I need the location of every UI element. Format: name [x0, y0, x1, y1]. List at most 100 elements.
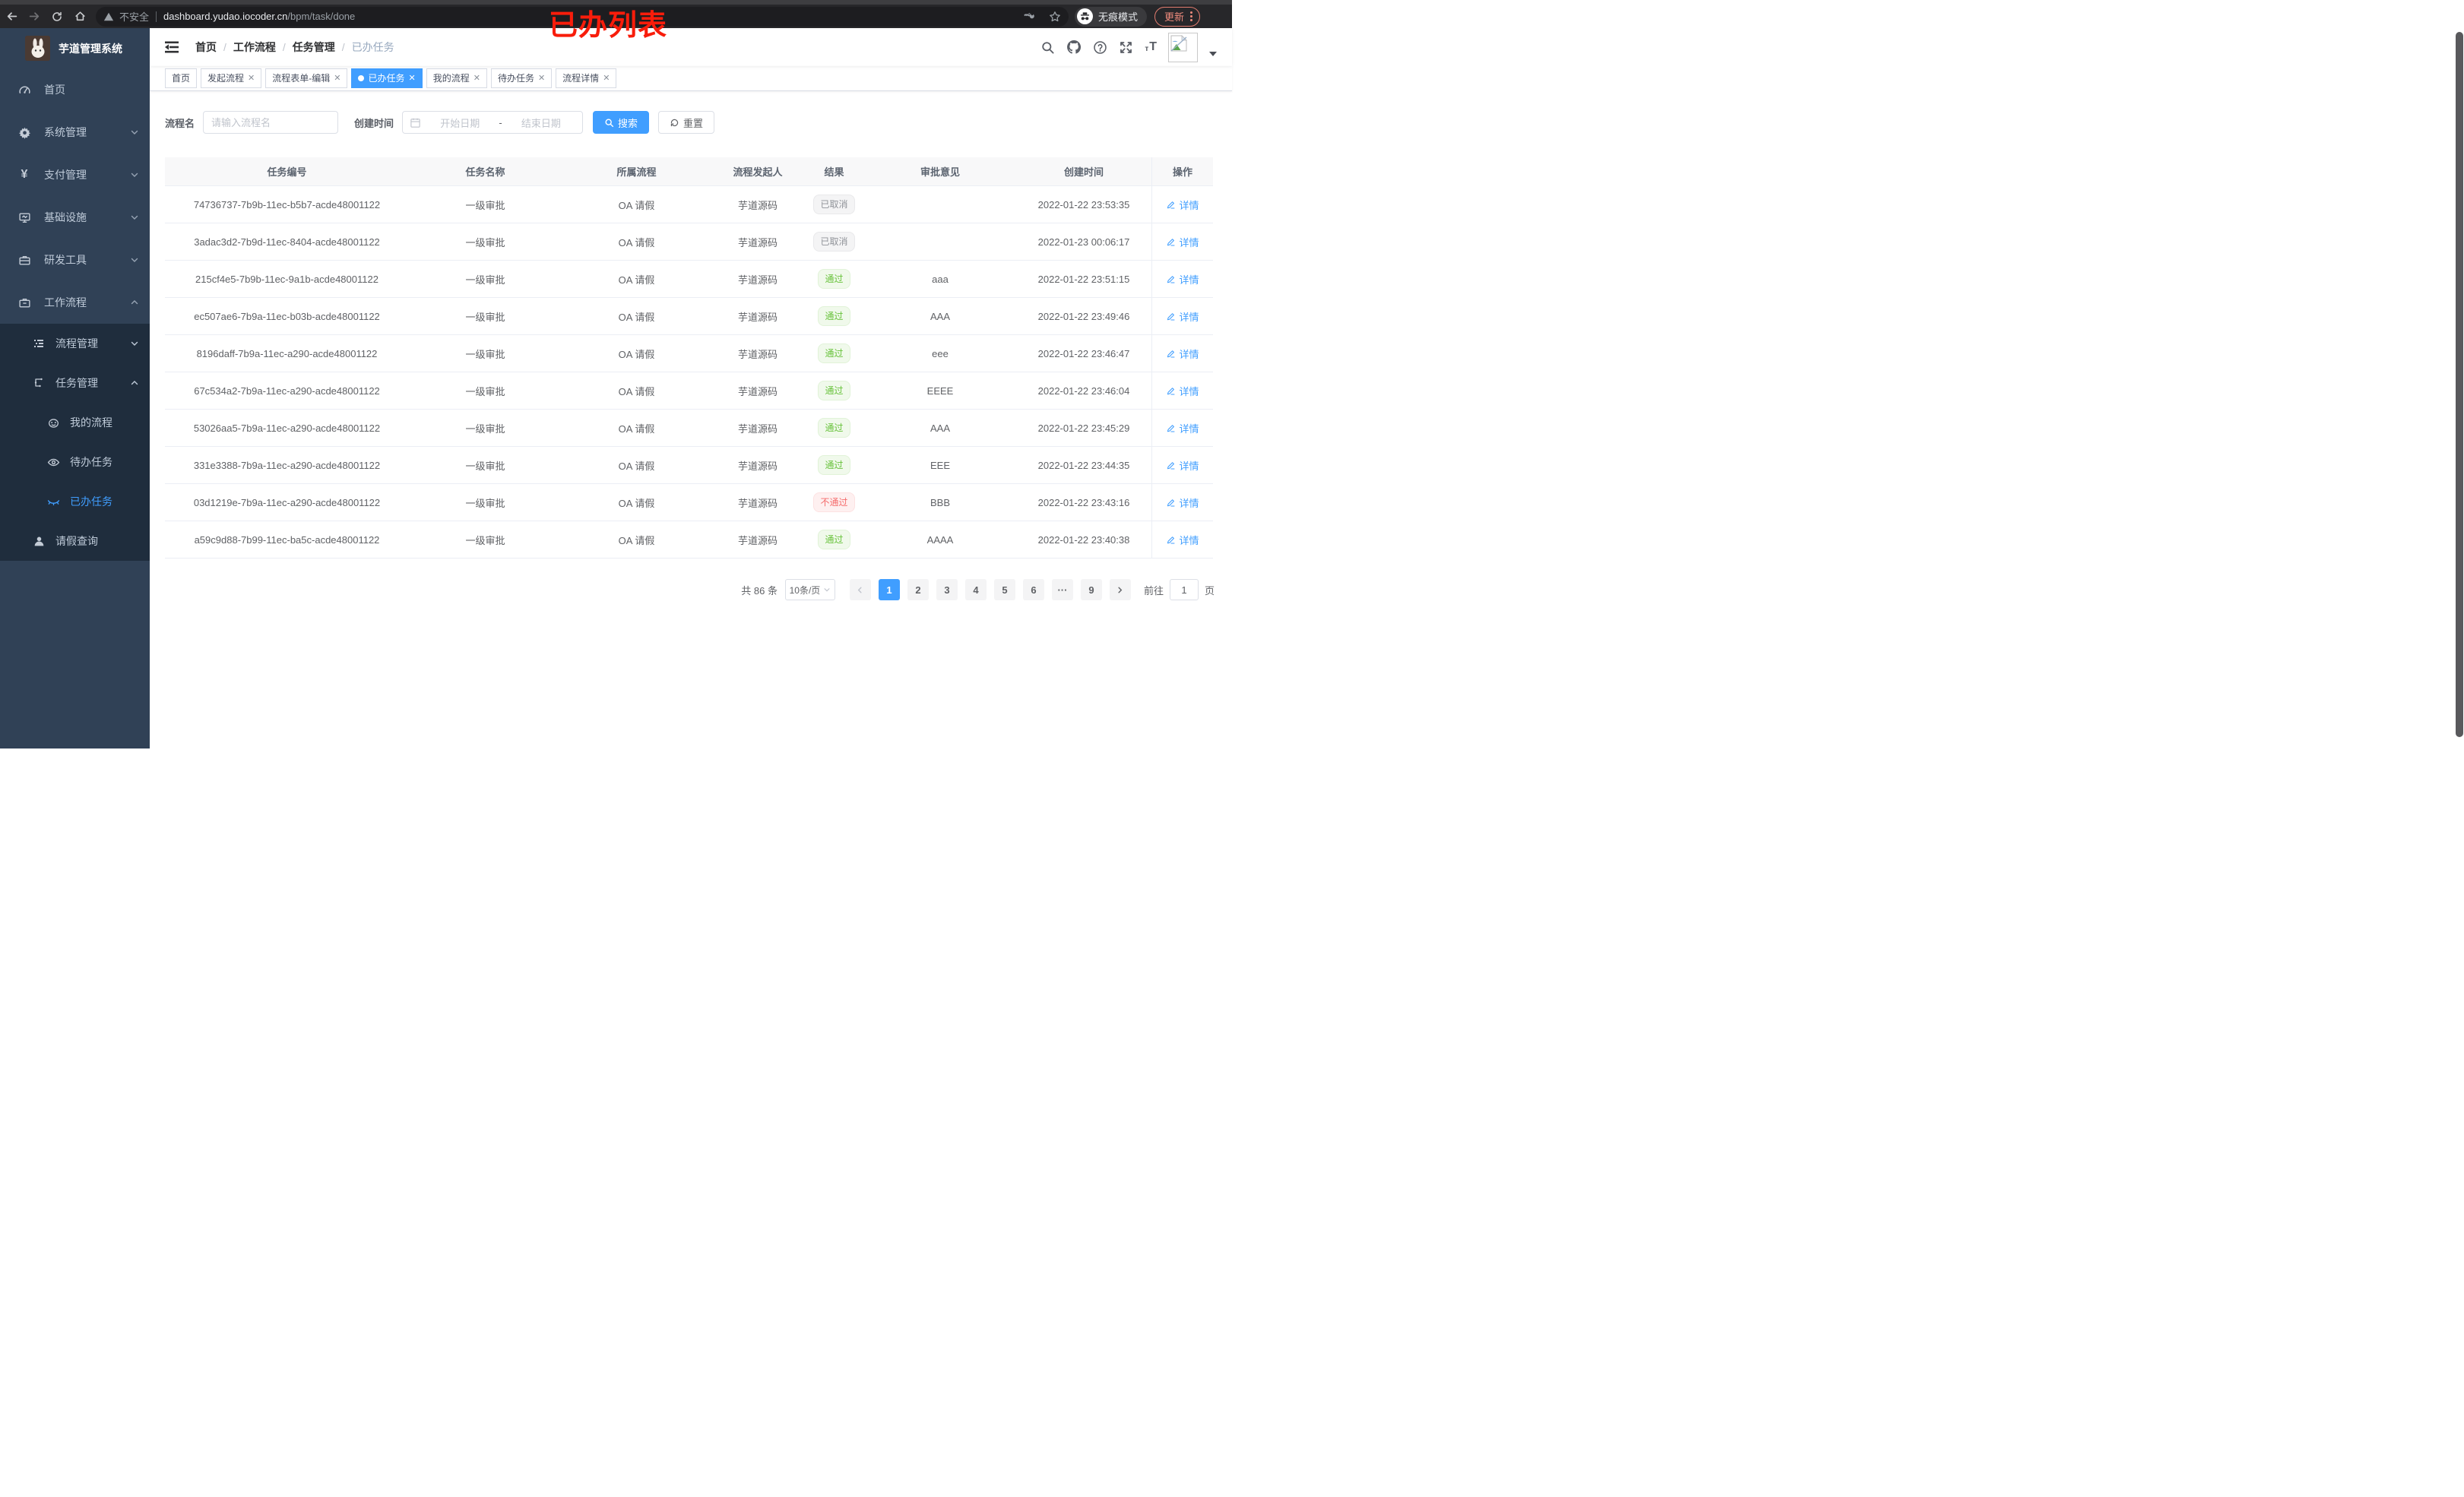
- window-scrollbar[interactable]: [2456, 32, 2463, 737]
- detail-button[interactable]: 详情: [1166, 235, 1199, 249]
- detail-button[interactable]: 详情: [1166, 347, 1199, 361]
- sidebar-item-done-tasks[interactable]: 已办任务: [0, 482, 150, 521]
- update-button[interactable]: 更新: [1154, 6, 1201, 27]
- breadcrumb-workflow[interactable]: 工作流程: [233, 41, 276, 53]
- detail-button[interactable]: 详情: [1166, 272, 1199, 286]
- sidebar-item-task-mgmt[interactable]: 任务管理: [0, 363, 150, 403]
- range-separator: -: [499, 116, 502, 128]
- cell-task-id: 8196daff-7b9a-11ec-a290-acde48001122: [196, 347, 378, 359]
- tab-form-edit[interactable]: 流程表单-编辑 ✕: [265, 68, 348, 88]
- table-row: 8196daff-7b9a-11ec-a290-acde48001122 一级审…: [165, 335, 1213, 372]
- app-logo-row[interactable]: 芋道管理系统: [0, 28, 150, 68]
- detail-button[interactable]: 详情: [1166, 533, 1199, 547]
- sidebar-item-infra[interactable]: 基础设施: [0, 196, 150, 239]
- avatar-caret-icon[interactable]: [1209, 52, 1217, 56]
- tab-my-process[interactable]: 我的流程 ✕: [426, 68, 487, 88]
- cell-starter: 芋道源码: [737, 274, 778, 286]
- page-button-1[interactable]: 1: [878, 579, 900, 600]
- key-icon[interactable]: [1024, 11, 1036, 23]
- chevron-down-icon: [130, 128, 139, 137]
- sidebar-fold-icon[interactable]: [164, 40, 181, 55]
- col-header-task-name: 任务名称: [465, 166, 505, 178]
- date-range-picker[interactable]: 开始日期 - 结束日期: [402, 111, 584, 134]
- sidebar-item-leave-query[interactable]: 请假查询: [0, 521, 150, 561]
- close-icon[interactable]: ✕: [408, 73, 416, 83]
- sidebar-item-devtools[interactable]: 研发工具: [0, 239, 150, 281]
- detail-button[interactable]: 详情: [1166, 495, 1199, 510]
- detail-label: 详情: [1179, 236, 1199, 248]
- done-task-table: 任务编号 任务名称 所属流程 流程发起人 结果 审批意见 创建时间 操作 747…: [165, 157, 1213, 559]
- tab-start-process[interactable]: 发起流程 ✕: [201, 68, 262, 88]
- end-date-placeholder: 结束日期: [521, 117, 561, 129]
- browser-menu-icon[interactable]: [1190, 11, 1193, 21]
- page-size-select[interactable]: 10条/页: [784, 579, 835, 600]
- bookmark-star-icon[interactable]: [1049, 11, 1061, 23]
- search-icon[interactable]: [1040, 40, 1055, 55]
- prev-page-button[interactable]: [849, 579, 871, 600]
- sidebar-item-payment[interactable]: ¥ 支付管理: [0, 153, 150, 196]
- more-pages-button[interactable]: ···: [1051, 579, 1073, 600]
- reload-icon[interactable]: [46, 7, 68, 27]
- sidebar-item-label: 流程管理: [55, 337, 98, 350]
- close-icon[interactable]: ✕: [537, 73, 546, 83]
- tab-label: 流程详情: [562, 73, 600, 84]
- sidebar-item-system[interactable]: 系统管理: [0, 111, 150, 153]
- page-button-2[interactable]: 2: [907, 579, 929, 600]
- fullscreen-icon[interactable]: [1119, 40, 1133, 55]
- breadcrumb-task-mgmt[interactable]: 任务管理: [292, 41, 335, 53]
- sidebar-item-process-mgmt[interactable]: 流程管理: [0, 324, 150, 363]
- cell-opinion: EEE: [930, 459, 950, 471]
- page-button-4[interactable]: 4: [964, 579, 987, 600]
- close-icon[interactable]: ✕: [473, 73, 480, 83]
- detail-button[interactable]: 详情: [1166, 198, 1199, 212]
- breadcrumb-home[interactable]: 首页: [195, 41, 217, 53]
- table-row: 03d1219e-7b9a-11ec-a290-acde48001122 一级审…: [165, 484, 1213, 521]
- start-date-placeholder: 开始日期: [440, 117, 480, 129]
- next-page-button[interactable]: [1109, 579, 1131, 600]
- close-icon[interactable]: ✕: [334, 73, 341, 83]
- sidebar-item-todo-tasks[interactable]: 待办任务: [0, 442, 150, 482]
- help-icon[interactable]: [1093, 40, 1107, 55]
- home-icon[interactable]: [68, 7, 91, 27]
- page-button-9[interactable]: 9: [1080, 579, 1102, 600]
- tab-home[interactable]: 首页: [165, 68, 198, 88]
- search-button[interactable]: 搜索: [593, 111, 650, 134]
- reset-button[interactable]: 重置: [658, 111, 715, 134]
- address-bar[interactable]: 不安全 dashboard.yudao.iocoder.cn/bpm/task/…: [96, 6, 1069, 27]
- tab-process-detail[interactable]: 流程详情 ✕: [556, 68, 617, 88]
- page-button-5[interactable]: 5: [993, 579, 1015, 600]
- goto-input[interactable]: [1169, 579, 1199, 600]
- warning-icon: [103, 11, 114, 22]
- detail-button[interactable]: 详情: [1166, 458, 1199, 473]
- close-icon[interactable]: ✕: [248, 73, 255, 83]
- dashboard-icon: [15, 84, 33, 97]
- page-button-6[interactable]: 6: [1022, 579, 1044, 600]
- chevron-down-icon: [824, 588, 830, 592]
- sidebar-item-home[interactable]: 首页: [0, 68, 150, 111]
- cell-starter: 芋道源码: [737, 236, 778, 248]
- table-row: 53026aa5-7b9a-11ec-a290-acde48001122 一级审…: [165, 410, 1213, 447]
- tab-done-tasks[interactable]: 已办任务 ✕: [351, 68, 423, 88]
- tab-todo-tasks[interactable]: 待办任务 ✕: [490, 68, 553, 88]
- avatar[interactable]: [1168, 32, 1198, 62]
- cell-task-name: 一级审批: [465, 236, 505, 248]
- sidebar-item-my-process[interactable]: 我的流程: [0, 403, 150, 442]
- back-icon[interactable]: [0, 7, 23, 27]
- detail-label: 详情: [1179, 460, 1199, 472]
- github-icon[interactable]: [1066, 40, 1082, 55]
- close-icon[interactable]: ✕: [603, 73, 610, 83]
- detail-button[interactable]: 详情: [1166, 384, 1199, 398]
- sidebar-item-workflow[interactable]: 工作流程: [0, 281, 150, 324]
- app-title: 芋道管理系统: [59, 42, 122, 55]
- cell-opinion: BBB: [930, 496, 950, 508]
- forward-icon[interactable]: [23, 7, 46, 27]
- cell-opinion: eee: [932, 347, 949, 359]
- detail-button[interactable]: 详情: [1166, 421, 1199, 435]
- process-name-input[interactable]: [203, 111, 339, 134]
- pagination: 共 86 条 10条/页 1 2 3 4 5 6 ··· 9 前往 页: [165, 579, 1217, 600]
- cell-process: OA 请假: [618, 236, 655, 248]
- page-button-3[interactable]: 3: [936, 579, 958, 600]
- workflow-submenu: 流程管理 任务管理 我的流程 待办任务: [0, 324, 150, 561]
- detail-button[interactable]: 详情: [1166, 309, 1199, 324]
